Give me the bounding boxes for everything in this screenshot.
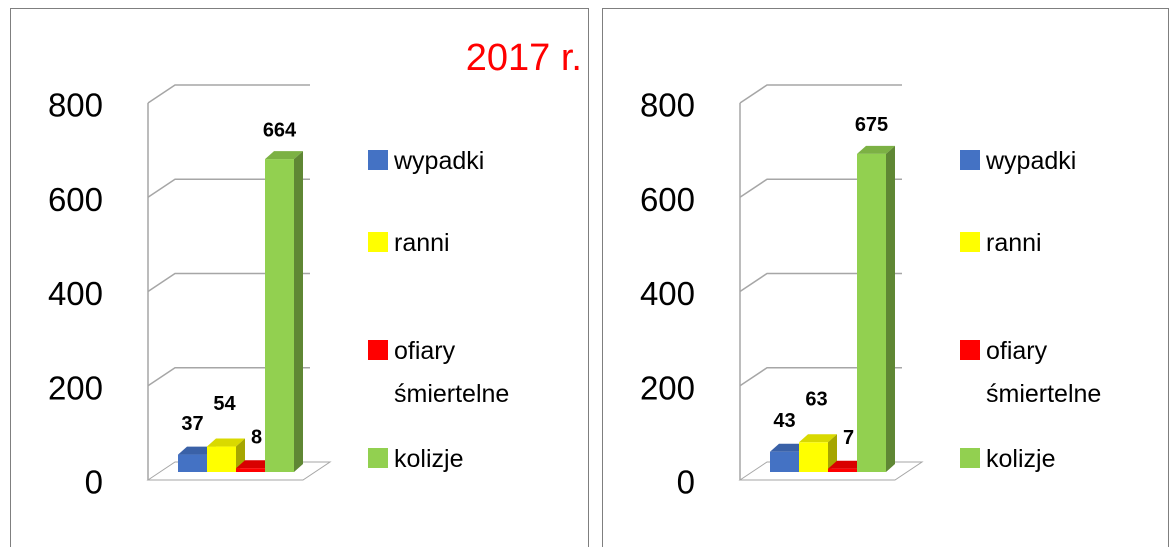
legend-swatch (960, 232, 980, 252)
data-label: 37 (181, 413, 203, 435)
legend-swatch (368, 448, 388, 468)
legend-item: kolizje (960, 438, 1135, 481)
data-label: 8 (251, 427, 262, 449)
legend-swatch (368, 340, 388, 360)
bar-top (799, 434, 837, 443)
y-tick-label: 400 (640, 275, 695, 312)
bar (799, 442, 828, 472)
y-tick-label: 200 (48, 369, 103, 406)
data-label: 7 (843, 427, 854, 449)
bar-top (828, 460, 866, 469)
legend-label: ofiary śmiertelne (394, 337, 510, 408)
bar-top (857, 145, 895, 154)
legend-swatch (368, 150, 388, 170)
legend-label: kolizje (394, 445, 464, 473)
legend-item: ranni (368, 222, 543, 265)
y-tick-label: 800 (640, 87, 695, 124)
bar-top (770, 443, 808, 452)
bar-top (236, 460, 274, 469)
bar (207, 446, 236, 472)
grid-line (739, 84, 902, 104)
legend-swatch (960, 340, 980, 360)
legend-swatch (960, 150, 980, 170)
y-tick-label: 200 (640, 369, 695, 406)
legend-label: ranni (986, 229, 1042, 257)
bar (828, 468, 857, 472)
grid-line (147, 84, 310, 104)
legend-item: wypadki (368, 140, 543, 183)
bar-top (178, 446, 216, 455)
legend-item: ofiary śmiertelne (960, 330, 1135, 416)
legend-label: ofiary śmiertelne (986, 337, 1102, 408)
legend-swatch (960, 448, 980, 468)
legend-item: ofiary śmiertelne (368, 330, 543, 416)
legend-item: wypadki (960, 140, 1135, 183)
legend-label: kolizje (986, 445, 1056, 473)
data-label: 63 (805, 389, 827, 411)
legend-item: ranni (960, 222, 1135, 265)
bar-top (265, 151, 303, 160)
bar (770, 451, 799, 472)
legend-item: kolizje (368, 438, 543, 481)
bar-top (207, 438, 245, 447)
y-tick-label: 0 (85, 464, 103, 501)
chart-title: 2017 r. (466, 37, 582, 79)
y-tick-label: 600 (48, 181, 103, 218)
data-label: 43 (773, 410, 795, 432)
legend-swatch (368, 232, 388, 252)
bar-side (294, 151, 303, 472)
bar (857, 153, 886, 472)
legend-label: ranni (394, 229, 450, 257)
bar-side (886, 145, 895, 472)
bar (265, 159, 294, 472)
legend-label: wypadki (986, 147, 1077, 175)
y-tick-label: 0 (677, 464, 695, 501)
legend-label: wypadki (394, 147, 485, 175)
y-tick-label: 800 (48, 87, 103, 124)
y-tick-label: 400 (48, 275, 103, 312)
bar-side (828, 434, 837, 472)
data-label: 664 (263, 119, 297, 141)
data-label: 54 (213, 393, 236, 415)
bar (178, 454, 207, 472)
y-tick-label: 600 (640, 181, 695, 218)
data-label: 675 (855, 114, 888, 136)
panel-border (10, 8, 589, 547)
bar (236, 468, 265, 472)
